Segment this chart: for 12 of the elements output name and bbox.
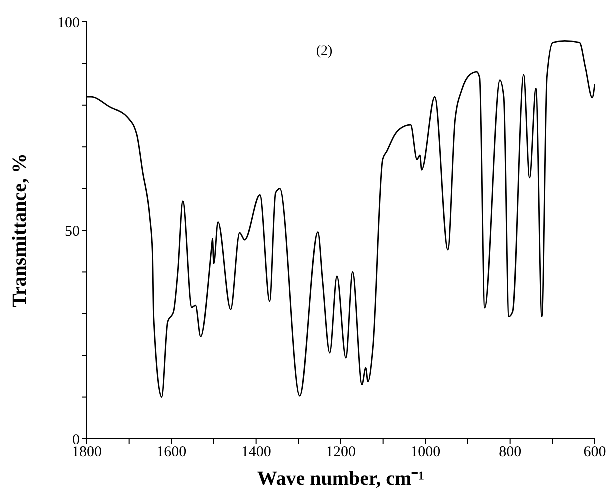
x-tick-label: 800 <box>499 444 522 461</box>
x-tick-label: 1200 <box>326 444 356 461</box>
x-tick-label: 1400 <box>241 444 272 461</box>
x-tick-label: 600 <box>584 444 606 461</box>
y-tick-label: 100 <box>58 15 80 32</box>
x-axis-title: Wave number, cm⁻¹ <box>257 468 425 490</box>
annotation: (2) <box>315 44 334 60</box>
x-tick-label: 1800 <box>72 444 102 461</box>
x-tick-label: 1000 <box>410 444 441 461</box>
y-axis-title: Transmittance, % <box>9 153 31 308</box>
x-tick-label: 1600 <box>156 444 187 461</box>
y-tick-label: 50 <box>65 224 80 240</box>
